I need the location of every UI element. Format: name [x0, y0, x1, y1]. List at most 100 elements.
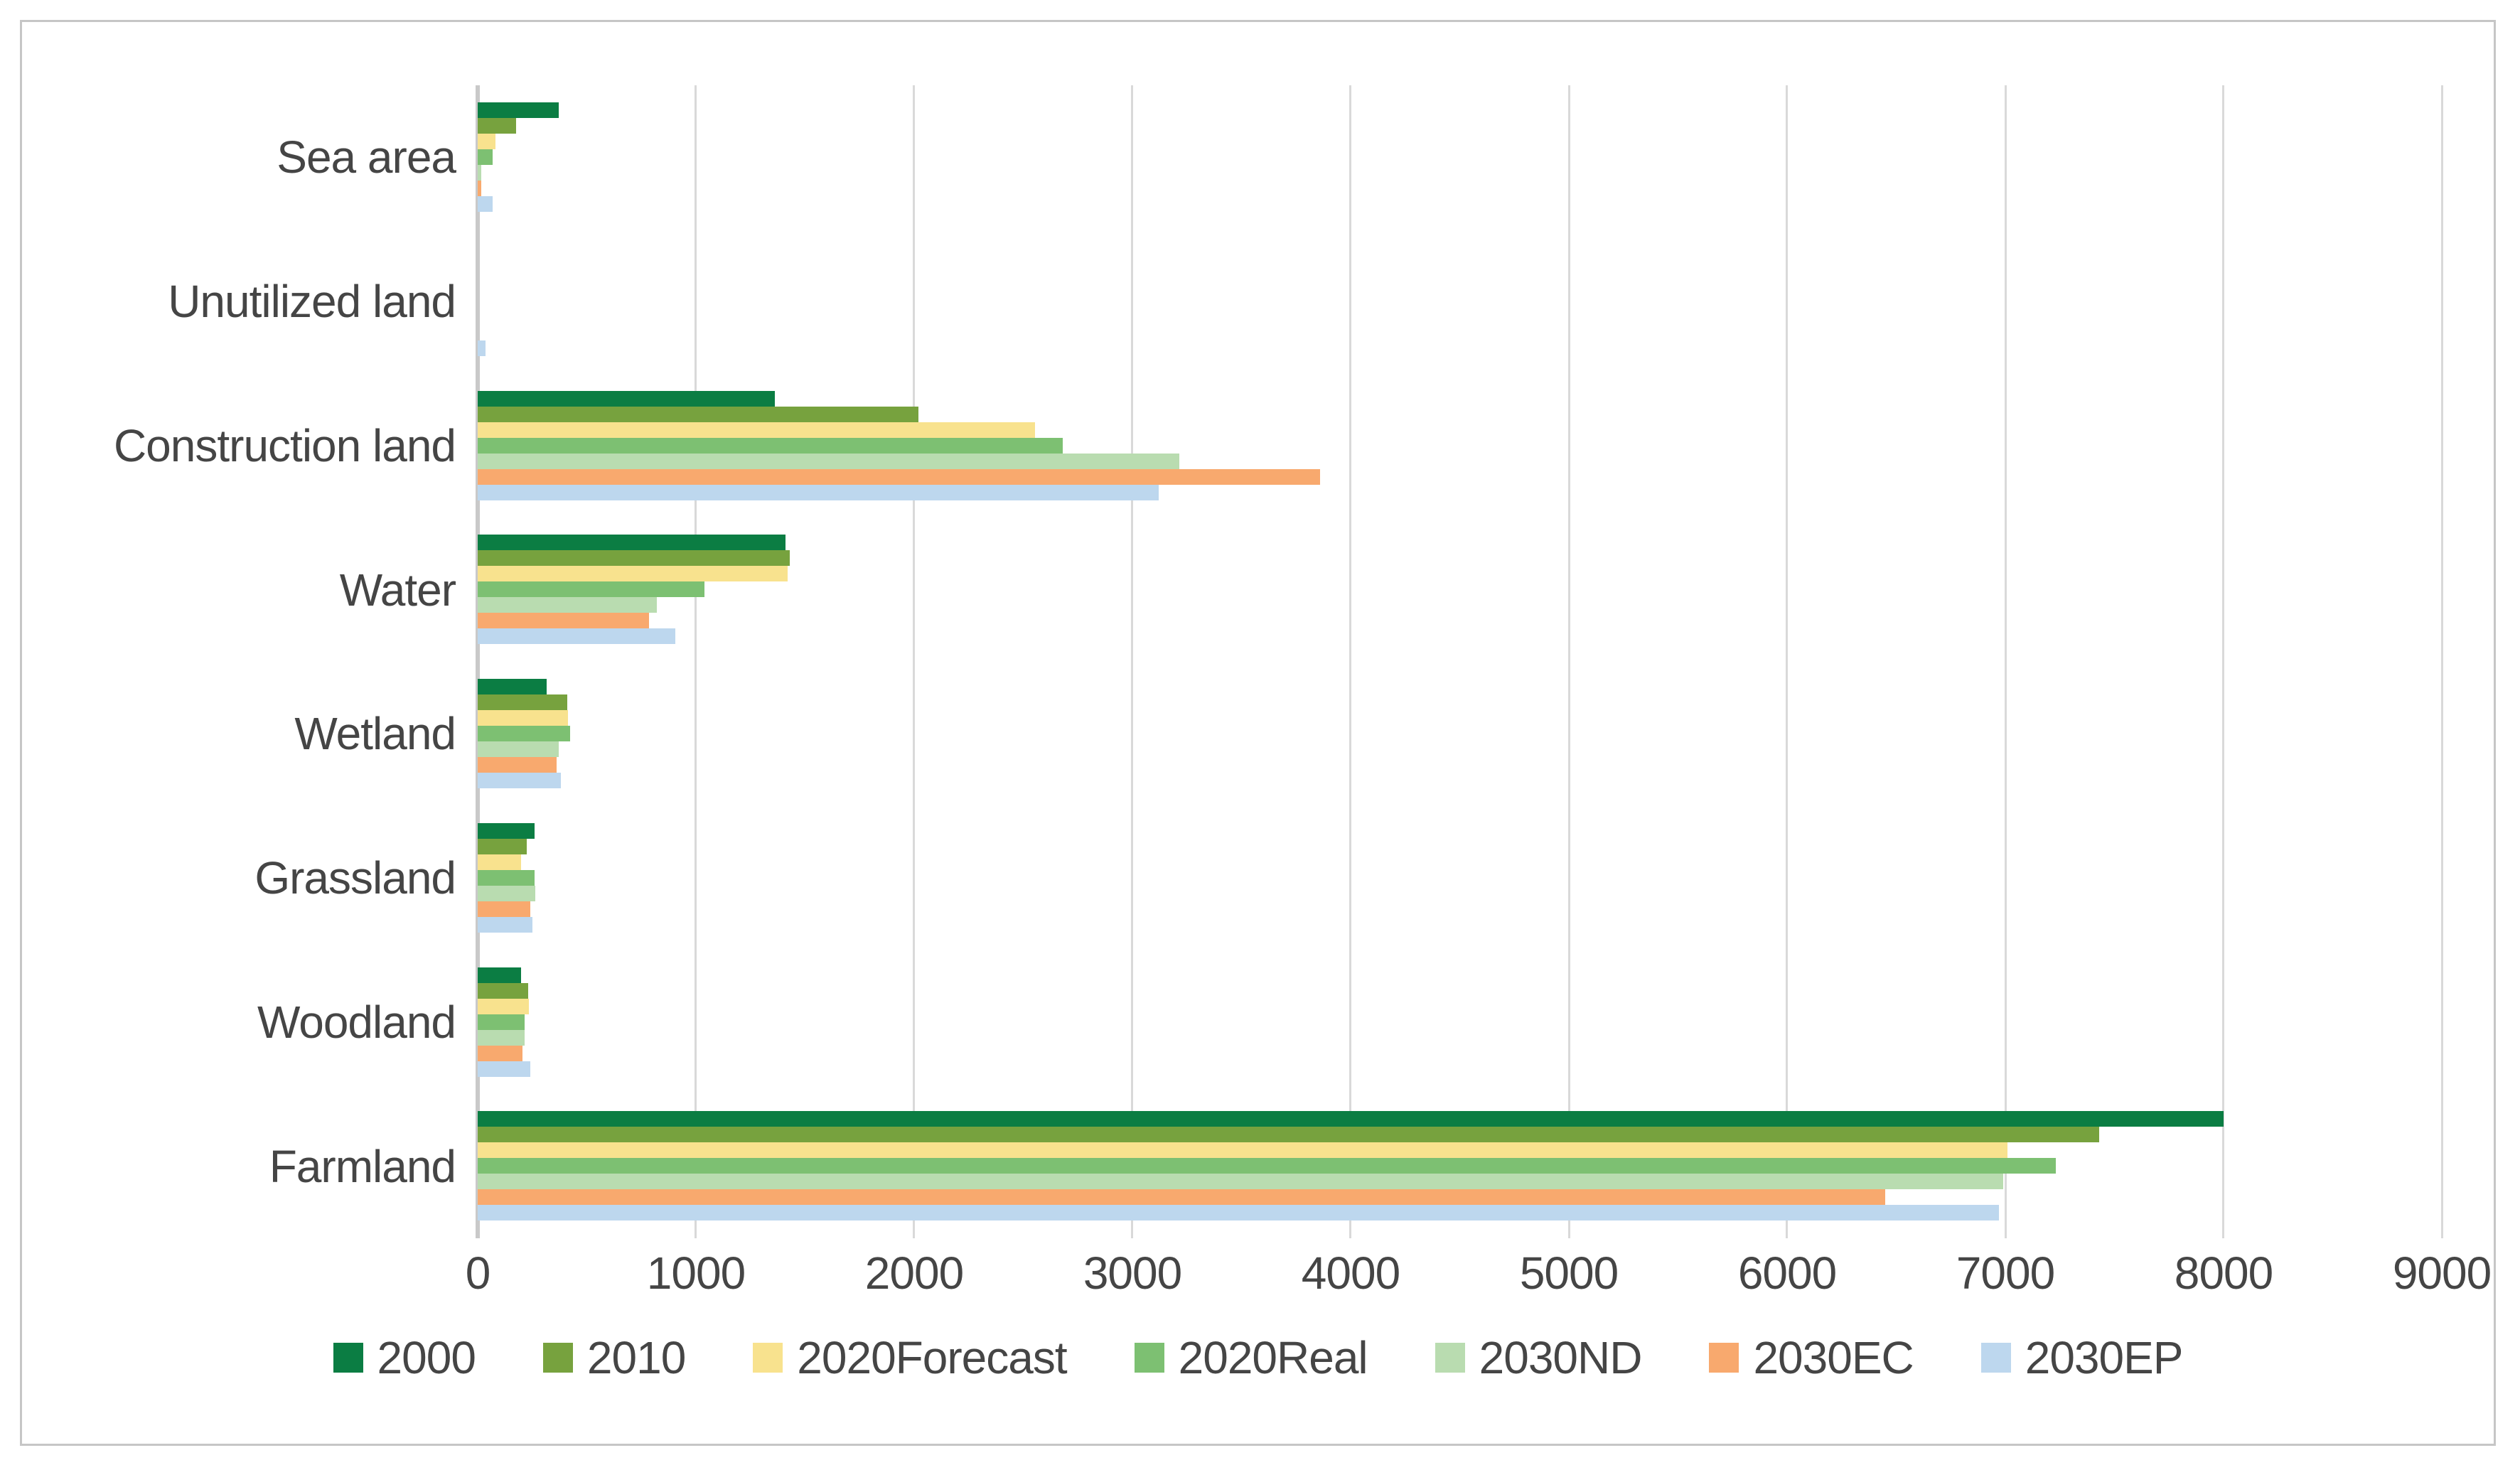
legend-swatch-2030ND [1435, 1343, 1465, 1373]
category-row-construction-land [478, 374, 2442, 518]
bar-2030ND-woodland [478, 1029, 525, 1046]
legend-item-2030EC: 2030EC [1709, 1331, 1914, 1384]
bar-2030EP-grassland [478, 916, 532, 933]
x-tick-label-0: 0 [465, 1248, 491, 1299]
bar-2030EP-water [478, 628, 675, 645]
x-tick-label-4000: 4000 [1301, 1248, 1400, 1299]
chart-frame: Sea area Unutilized land Construction land… [20, 20, 2496, 1446]
bar-2010-construction-land [478, 406, 919, 422]
legend-swatch-2010 [542, 1343, 573, 1373]
bar-rows-layer [478, 85, 2442, 1238]
bar-2020Real-water [478, 581, 705, 598]
category-label-construction-land: Construction land [113, 419, 456, 471]
bar-2030EP-sea-area [478, 196, 493, 212]
x-tick-label-8000: 8000 [2174, 1248, 2273, 1299]
legend-label-2020Forecast: 2020Forecast [797, 1332, 1067, 1383]
category-row-woodland [478, 950, 2442, 1095]
bar-2030EC-water [478, 613, 649, 629]
bar-2000-wetland [478, 679, 547, 694]
bar-2030ND-sea-area [478, 165, 481, 181]
legend-item-2020Real: 2020Real [1134, 1331, 1368, 1384]
bar-2020Forecast-farmland [478, 1142, 2008, 1159]
bar-2010-wetland [478, 694, 567, 710]
legend-swatch-2020Forecast [753, 1343, 783, 1373]
category-row-farmland [478, 1094, 2442, 1238]
bar-2010-water [478, 550, 790, 567]
legend-item-2020Forecast: 2020Forecast [753, 1331, 1068, 1384]
bar-2000-woodland [478, 967, 522, 983]
category-label-water: Water [339, 564, 456, 616]
gridline-x-3000 [1131, 85, 1134, 1238]
gridline-x-7000 [2004, 85, 2007, 1238]
x-tick-label-2000: 2000 [864, 1248, 964, 1299]
bar-2020Real-farmland [478, 1158, 2056, 1174]
category-label-farmland: Farmland [269, 1140, 456, 1192]
x-tick-label-9000: 9000 [2392, 1248, 2492, 1299]
category-row-wetland [478, 662, 2442, 806]
bar-2030EP-wetland [478, 773, 561, 788]
x-tick-label-1000: 1000 [646, 1248, 746, 1299]
category-row-grassland [478, 806, 2442, 950]
category-labels-column: Sea area Unutilized land Construction land… [43, 85, 456, 1238]
bar-2030EC-woodland [478, 1045, 522, 1061]
legend-item-2030ND: 2030ND [1435, 1331, 1642, 1384]
x-tick-label-5000: 5000 [1519, 1248, 1619, 1299]
bar-2020Forecast-wetland [478, 710, 569, 726]
bar-2020Forecast-grassland [478, 854, 522, 870]
bar-cluster [478, 679, 2442, 788]
bar-2030ND-construction-land [478, 453, 1179, 469]
category-label-woodland: Woodland [257, 996, 456, 1048]
bar-2020Real-wetland [478, 726, 571, 741]
category-label-grassland: Grassland [254, 852, 456, 904]
bar-2010-grassland [478, 838, 527, 854]
legend-item-2010: 2010 [542, 1331, 686, 1384]
bar-2020Real-sea-area [478, 149, 493, 165]
bar-2030EC-construction-land [478, 468, 1321, 485]
legend-label-2030ND: 2030ND [1479, 1332, 1643, 1383]
bar-2010-farmland [478, 1127, 2099, 1143]
legend-label-2030EP: 2030EP [2025, 1332, 2184, 1383]
bar-cluster [478, 102, 2442, 212]
category-row-sea-area [478, 85, 2442, 230]
legend: 2000 2010 2020Forecast 2020Real 2030ND 2030EC… [22, 1326, 2494, 1390]
bar-2000-water [478, 535, 786, 551]
gridline-x-5000 [1567, 85, 1570, 1238]
bar-cluster [478, 390, 2442, 500]
x-axis-ticks: 0 1000 2000 3000 4000 5000 6000 7000 8000 9000 [466, 1245, 2492, 1302]
bar-cluster [478, 247, 2442, 356]
legend-label-2010: 2010 [586, 1332, 686, 1383]
gridline-x-8000 [2222, 85, 2225, 1238]
legend-swatch-2000 [333, 1343, 363, 1373]
legend-swatch-2030EC [1709, 1343, 1739, 1373]
bar-2000-sea-area [478, 102, 559, 118]
gridline-x-9000 [2440, 85, 2443, 1238]
legend-item-2030EP: 2030EP [1980, 1331, 2184, 1384]
bar-2030EC-farmland [478, 1189, 1886, 1206]
bar-2020Forecast-sea-area [478, 134, 495, 149]
legend-item-2000: 2000 [333, 1331, 476, 1384]
bar-2030ND-water [478, 597, 657, 613]
bar-2020Forecast-construction-land [478, 422, 1036, 438]
bar-2020Real-construction-land [478, 437, 1063, 454]
bar-cluster [478, 822, 2442, 933]
bar-2030EC-sea-area [478, 181, 481, 196]
bar-cluster [478, 535, 2442, 645]
x-tick-label-6000: 6000 [1737, 1248, 1837, 1299]
bar-2000-farmland [478, 1111, 2224, 1127]
category-label-wetland: Wetland [294, 708, 456, 760]
bar-2030ND-wetland [478, 741, 559, 757]
category-row-unutilized-land [478, 230, 2442, 374]
bar-2030ND-grassland [478, 885, 536, 901]
bar-2030ND-farmland [478, 1174, 2003, 1190]
bar-2030EP-farmland [478, 1205, 1999, 1221]
category-label-unutilized-land: Unutilized land [168, 276, 456, 328]
bar-2020Real-grassland [478, 869, 535, 886]
plot-area [476, 85, 2443, 1238]
gridline-x-6000 [1786, 85, 1789, 1238]
bar-2030EP-construction-land [478, 484, 1159, 500]
legend-swatch-2020Real [1134, 1343, 1164, 1373]
bar-2030EP-unutilized-land [478, 340, 486, 356]
bar-2000-construction-land [478, 390, 775, 407]
legend-label-2030EC: 2030EC [1753, 1332, 1914, 1383]
gridline-x-4000 [1349, 85, 1352, 1238]
